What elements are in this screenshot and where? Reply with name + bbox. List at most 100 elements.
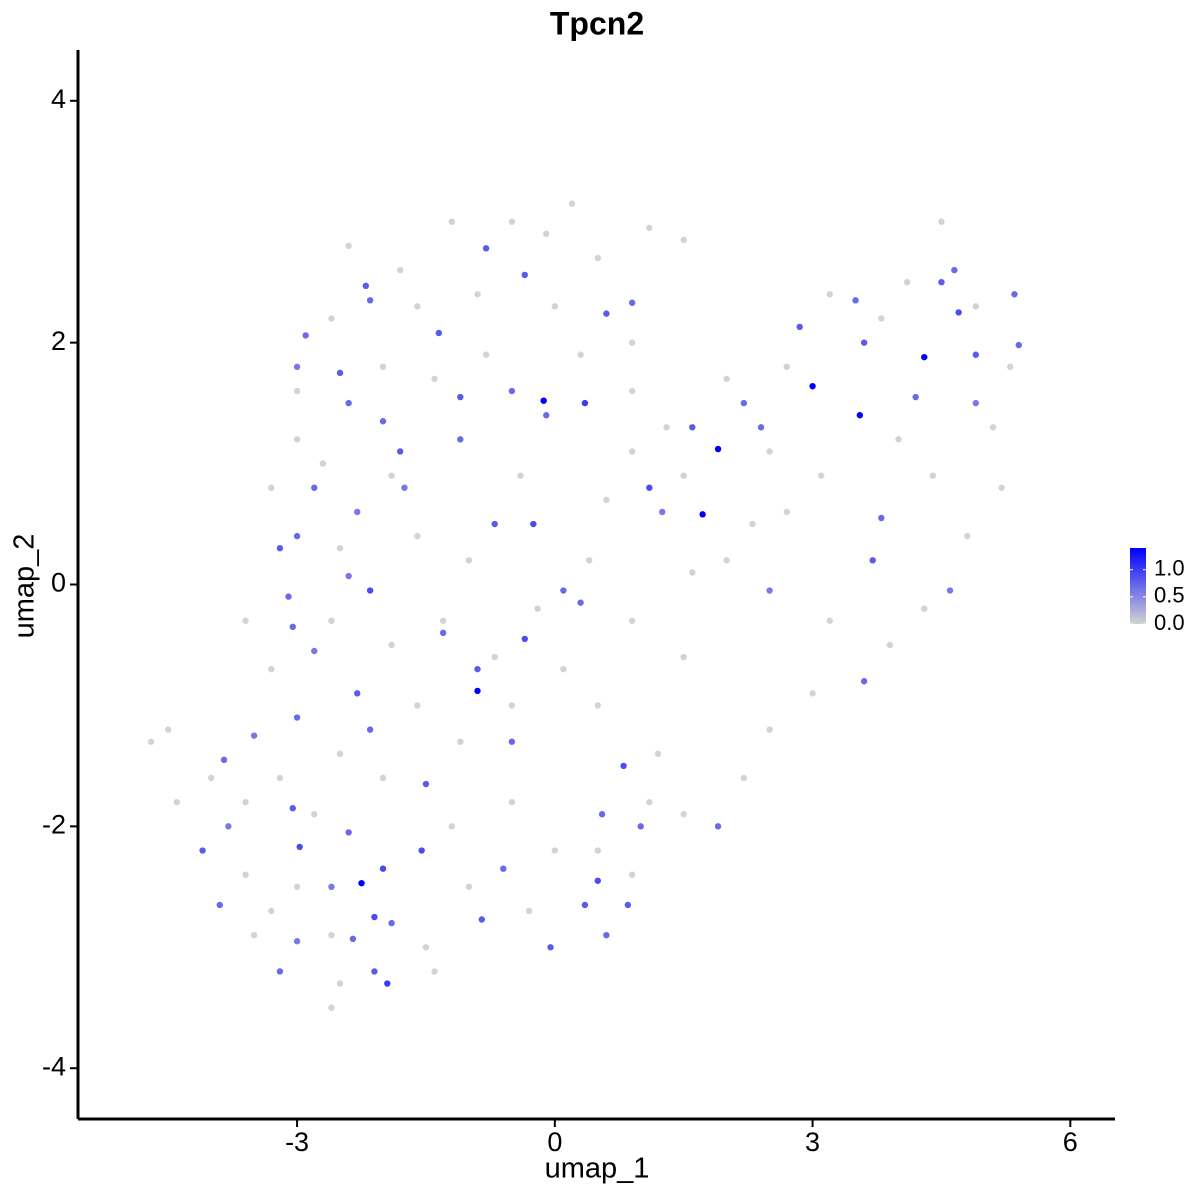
point xyxy=(362,282,370,290)
point xyxy=(482,351,490,358)
point xyxy=(250,931,258,939)
point xyxy=(435,329,443,337)
point xyxy=(689,424,696,431)
y-tick-label: 4 xyxy=(51,84,66,114)
x-tick-label: 3 xyxy=(805,1127,820,1157)
point xyxy=(766,726,773,733)
point xyxy=(809,690,816,697)
point xyxy=(173,798,181,806)
point xyxy=(289,805,296,812)
point xyxy=(628,387,636,395)
point xyxy=(474,291,481,298)
colorbar-tick-label: 1.0 xyxy=(1154,556,1185,581)
point xyxy=(525,907,533,915)
point xyxy=(225,823,232,830)
point xyxy=(207,774,215,782)
point xyxy=(603,310,610,317)
point xyxy=(379,418,387,425)
point xyxy=(955,309,962,316)
point xyxy=(603,496,610,504)
point xyxy=(328,1004,335,1011)
point xyxy=(581,901,589,909)
point xyxy=(276,774,284,782)
point xyxy=(474,687,481,695)
point xyxy=(921,605,928,612)
point xyxy=(422,780,430,788)
point xyxy=(663,424,670,431)
point xyxy=(358,879,365,887)
point xyxy=(366,726,374,733)
point xyxy=(895,436,902,443)
point xyxy=(311,647,318,655)
point xyxy=(543,230,550,238)
point xyxy=(242,798,249,806)
point xyxy=(749,520,756,528)
point xyxy=(478,916,486,923)
point xyxy=(783,363,791,371)
point xyxy=(414,532,421,540)
point xyxy=(448,823,455,830)
x-axis-title: umap_1 xyxy=(545,1153,650,1185)
point xyxy=(242,617,249,624)
point xyxy=(293,387,301,395)
point xyxy=(293,532,301,540)
point xyxy=(242,871,249,878)
point xyxy=(998,484,1005,491)
y-tick-label: 2 xyxy=(51,326,66,356)
point xyxy=(500,865,507,872)
point xyxy=(637,823,644,830)
point xyxy=(680,236,687,244)
point xyxy=(938,278,945,286)
y-axis-title: umap_2 xyxy=(9,534,41,639)
point xyxy=(659,508,666,516)
point xyxy=(547,944,554,951)
point xyxy=(972,399,980,407)
point xyxy=(465,557,473,564)
point xyxy=(165,726,172,733)
colorbar-tick-label: 0.0 xyxy=(1154,610,1185,635)
point xyxy=(878,315,885,322)
point xyxy=(938,218,945,225)
point xyxy=(336,980,344,987)
point xyxy=(439,629,447,637)
point xyxy=(543,412,550,419)
point xyxy=(414,702,421,709)
point xyxy=(581,399,589,407)
point xyxy=(508,387,516,395)
point xyxy=(603,931,610,939)
point xyxy=(349,935,357,943)
point xyxy=(491,653,498,661)
point xyxy=(276,968,284,975)
point xyxy=(508,702,516,709)
point xyxy=(560,587,567,594)
point xyxy=(869,557,876,564)
x-tick-label: -3 xyxy=(285,1127,309,1157)
point xyxy=(457,436,464,443)
point xyxy=(371,913,378,921)
point xyxy=(740,774,748,782)
point xyxy=(551,303,559,310)
point xyxy=(680,653,687,661)
point xyxy=(989,424,997,431)
point xyxy=(860,339,868,346)
point xyxy=(371,968,378,975)
point xyxy=(457,393,464,401)
point xyxy=(714,823,722,830)
point xyxy=(646,798,653,806)
point xyxy=(439,617,447,624)
point xyxy=(328,931,335,939)
point xyxy=(508,738,516,745)
point xyxy=(293,714,301,721)
point xyxy=(328,883,335,891)
point xyxy=(521,271,528,279)
point xyxy=(766,448,773,455)
point xyxy=(817,472,825,479)
point xyxy=(482,245,490,252)
point xyxy=(577,351,584,358)
point xyxy=(809,382,816,390)
point xyxy=(628,617,636,624)
point xyxy=(491,520,498,528)
point xyxy=(296,843,303,851)
point xyxy=(293,363,301,371)
point xyxy=(366,297,374,304)
